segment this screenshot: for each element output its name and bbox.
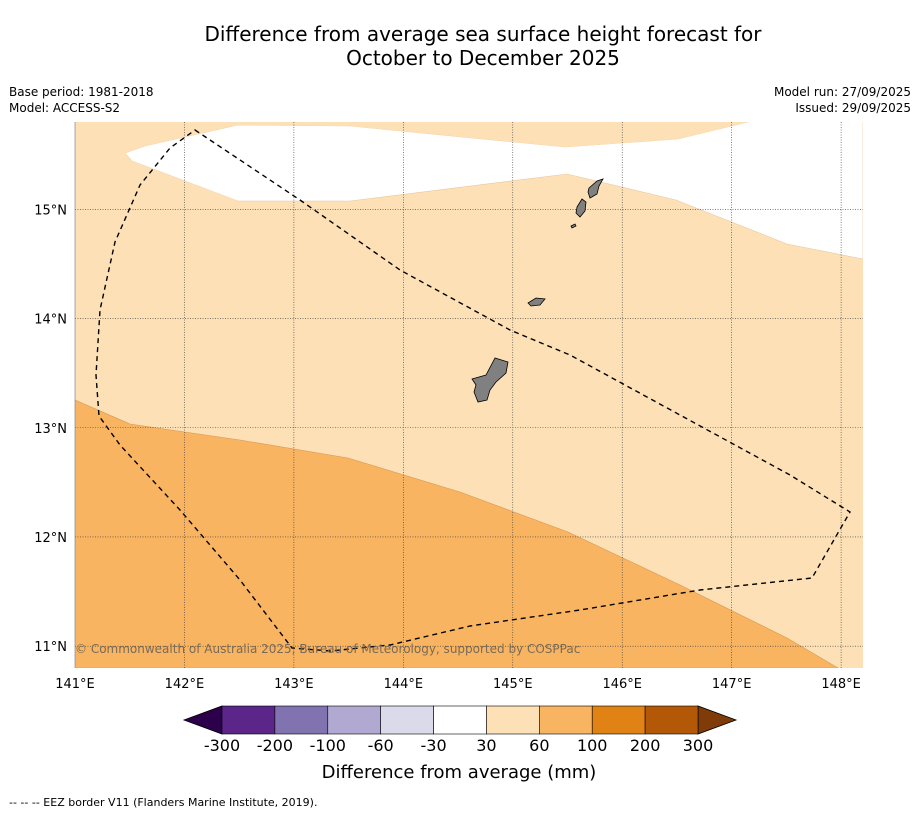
colorbar-segment — [591, 705, 646, 735]
longitude-label: 146°E — [602, 677, 642, 692]
longitude-label: 148°E — [821, 677, 861, 692]
colorbar-tick-label: -100 — [310, 736, 346, 755]
longitude-label: 145°E — [493, 677, 533, 692]
islands — [471, 178, 604, 403]
longitude-label: 141°E — [55, 677, 95, 692]
region-60-100mm — [75, 399, 839, 668]
latitude-label: 15°N — [34, 203, 67, 218]
colorbar-segment — [433, 705, 487, 735]
colorbar-tick-label: 30 — [476, 736, 496, 755]
graticule — [75, 122, 863, 668]
colorbar-under-arrow — [182, 705, 223, 735]
colorbar-segment — [221, 705, 276, 735]
colorbar-segment — [380, 705, 434, 735]
title-line-2: October to December 2025 — [346, 46, 620, 70]
colorbar-tick-label: 300 — [683, 736, 714, 755]
longitude-label: 142°E — [165, 677, 205, 692]
colorbar-segment — [539, 705, 593, 735]
colorbar-over-arrow — [697, 705, 738, 735]
colorbar: -300 -200 -100 -60 -30 30 60 100 200 300 — [182, 705, 738, 755]
longitude-label: 144°E — [384, 677, 424, 692]
eez-border — [95, 129, 851, 652]
latitude-label: 12°N — [34, 531, 67, 546]
colorbar-tick-label: 100 — [577, 736, 608, 755]
latitude-label: 14°N — [34, 313, 67, 328]
colorbar-tick-label: -300 — [204, 736, 240, 755]
colorbar-segment — [327, 705, 381, 735]
eez-legend-note: -- -- -- EEZ border V11 (Flanders Marine… — [9, 796, 318, 809]
longitude-label: 143°E — [274, 677, 314, 692]
latitude-label: 11°N — [34, 640, 67, 655]
latitude-label: 13°N — [34, 422, 67, 437]
colorbar-tick-label: -60 — [368, 736, 394, 755]
base-period: Base period: 1981-2018 — [9, 85, 154, 99]
region-30-60mm-north — [238, 122, 748, 147]
colorbar-segment — [274, 705, 329, 735]
copyright-text: © Commonwealth of Australia 2025, Bureau… — [75, 642, 580, 656]
title-line-1: Difference from average sea surface heig… — [204, 22, 762, 46]
colorbar-tick-label: -200 — [257, 736, 293, 755]
rota-island — [527, 297, 546, 307]
longitude-labels: 141°E 142°E 143°E 144°E 145°E 146°E 147°E 148°E — [55, 677, 861, 692]
colorbar-title: Difference from average (mm) — [322, 762, 597, 783]
latitude-labels: 15°N 14°N 13°N 12°N 11°N — [34, 203, 67, 655]
colorbar-tick-label: -30 — [420, 736, 446, 755]
meta-left: Base period: 1981-2018 Model: ACCESS-S2 — [9, 84, 154, 116]
saipan-island — [587, 178, 604, 199]
map-title: Difference from average sea surface heig… — [0, 22, 919, 70]
model-name: Model: ACCESS-S2 — [9, 101, 121, 115]
guam-island — [471, 357, 509, 403]
tinian-island — [575, 198, 587, 218]
model-run: Model run: 27/09/2025 — [773, 85, 911, 99]
colorbar-tick-label: 60 — [529, 736, 549, 755]
colorbar-tick-label: 200 — [630, 736, 661, 755]
issued-date: Issued: 29/09/2025 — [795, 101, 911, 115]
meta-right: Model run: 27/09/2025 Issued: 29/09/2025 — [774, 84, 911, 116]
colorbar-segment — [486, 705, 540, 735]
aguijan-island — [570, 223, 577, 229]
longitude-label: 147°E — [712, 677, 752, 692]
colorbar-segment — [644, 705, 699, 735]
map-area: © Commonwealth of Australia 2025, Bureau… — [75, 122, 863, 668]
